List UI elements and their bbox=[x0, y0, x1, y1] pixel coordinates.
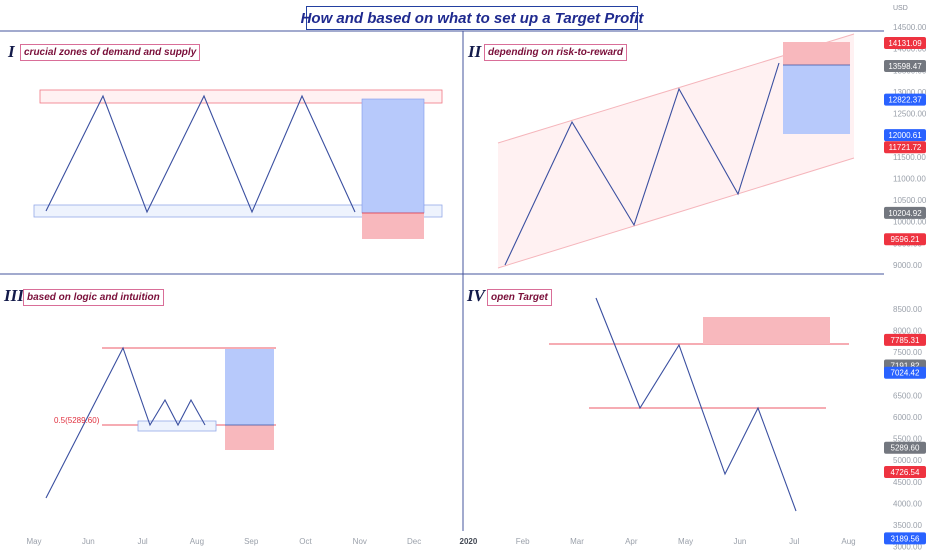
x-tick-label: 2020 bbox=[460, 537, 478, 546]
x-axis: May Jun Jul Aug Sep Oct Nov Dec 2020 Feb Mar Apr May… bbox=[26, 537, 855, 546]
price-tag bbox=[884, 129, 926, 142]
price-tag-label: 7191.82 bbox=[891, 362, 920, 371]
price-tag bbox=[884, 366, 926, 379]
x-tick-label: Feb bbox=[516, 537, 530, 546]
chart-title: How and based on what to set up a Target… bbox=[300, 9, 644, 27]
price-tag bbox=[884, 466, 926, 479]
panel-2-label: depending on risk-to-reward bbox=[484, 44, 628, 61]
target-box-panel-2[interactable] bbox=[783, 65, 850, 134]
price-path-panel-1[interactable] bbox=[45, 94, 356, 214]
price-tag bbox=[884, 93, 926, 106]
x-tick-label: Jun bbox=[82, 537, 95, 546]
x-tick-label: Sep bbox=[244, 537, 259, 546]
drawings-layer bbox=[33, 33, 855, 512]
y-tick-label: 3000.00 bbox=[893, 543, 922, 550]
stop-box-panel-2[interactable] bbox=[783, 42, 850, 65]
x-tick-label: Mar bbox=[570, 537, 584, 546]
price-tag-label: 10204.92 bbox=[888, 209, 922, 218]
y-tick-label: 5500.00 bbox=[893, 435, 922, 444]
target-box-panel-1[interactable] bbox=[361, 98, 425, 214]
price-tag-label: 11721.72 bbox=[889, 143, 922, 152]
price-tag-label: 7024.42 bbox=[891, 369, 920, 378]
x-tick-label: May bbox=[26, 537, 41, 546]
x-tick-label: Jun bbox=[733, 537, 746, 546]
x-tick-label: Apr bbox=[625, 537, 638, 546]
price-tag bbox=[884, 333, 926, 346]
price-tag-label: 12000.61 bbox=[888, 131, 922, 140]
y-tick-label: 9000.00 bbox=[893, 261, 922, 270]
y-tick-label: 10500.00 bbox=[893, 196, 927, 205]
price-path-panel-4[interactable] bbox=[595, 297, 797, 512]
y-tick-label: 8000.00 bbox=[893, 327, 922, 336]
panel-1-label: crucial zones of demand and supply bbox=[20, 44, 201, 61]
y-tick-label: 11500.00 bbox=[893, 153, 926, 162]
panel-2-numeral: II bbox=[468, 42, 482, 61]
price-tag-label: 5289.60 bbox=[891, 444, 920, 453]
y-tick-label: 3500.00 bbox=[893, 521, 922, 530]
supply-zone[interactable] bbox=[39, 89, 443, 104]
price-tag bbox=[884, 36, 926, 49]
y-tick-label: 11000.00 bbox=[893, 174, 926, 183]
y-tick-label: 8500.00 bbox=[893, 305, 922, 314]
price-tag-label: 3189.56 bbox=[891, 534, 920, 543]
target-box-panel-3[interactable] bbox=[225, 349, 274, 425]
price-tag bbox=[884, 532, 926, 545]
price-tag-label: 12822.37 bbox=[888, 96, 922, 105]
x-tick-label: Dec bbox=[407, 537, 421, 546]
x-tick-label: Aug bbox=[190, 537, 204, 546]
channel-lower-line bbox=[497, 157, 855, 269]
y-tick-label: 14000.00 bbox=[893, 45, 927, 54]
y-tick-label: 4000.00 bbox=[893, 499, 922, 508]
stop-box-panel-1[interactable] bbox=[362, 213, 424, 239]
price-tag bbox=[884, 233, 926, 246]
price-tags: 14131.09 13598.47 12822.37 12000.61 11721.72… bbox=[884, 36, 926, 545]
x-tick-label: Nov bbox=[353, 537, 367, 546]
stop-box-panel-3[interactable] bbox=[225, 425, 274, 450]
panel-3-numeral: III bbox=[4, 286, 24, 305]
x-tick-label: Jul bbox=[137, 537, 147, 546]
range-box-panel-3[interactable] bbox=[137, 420, 217, 432]
x-tick-label: Aug bbox=[841, 537, 855, 546]
y-tick-label: 5000.00 bbox=[893, 456, 922, 465]
y-tick-label: 4500.00 bbox=[893, 478, 922, 487]
demand-zone[interactable] bbox=[33, 204, 443, 218]
x-tick-label: Jul bbox=[789, 537, 799, 546]
price-tag-label: 9596.21 bbox=[891, 235, 920, 244]
panel-4-label: open Target bbox=[487, 289, 552, 306]
price-path-panel-2[interactable] bbox=[504, 62, 780, 266]
x-tick-label: Oct bbox=[299, 537, 312, 546]
price-tag bbox=[884, 60, 926, 73]
price-tag bbox=[884, 206, 926, 219]
channel-panel-2[interactable] bbox=[498, 34, 854, 268]
price-tag-label: 14131.09 bbox=[888, 39, 922, 48]
price-tag-label: 4726.54 bbox=[891, 468, 920, 477]
y-tick-label: 13000.00 bbox=[893, 88, 927, 97]
price-tag bbox=[884, 141, 926, 154]
price-path-panel-3[interactable] bbox=[45, 346, 206, 499]
panel-3-label: based on logic and intuition bbox=[23, 289, 164, 306]
y-tick-label: 10000.00 bbox=[893, 218, 927, 227]
chart-title-box: How and based on what to set up a Target… bbox=[301, 6, 643, 30]
price-tag-label: 13598.47 bbox=[888, 62, 922, 71]
y-tick-label: 14500.00 bbox=[893, 23, 927, 32]
price-tag bbox=[884, 441, 926, 454]
y-tick-label: 6500.00 bbox=[893, 391, 922, 400]
y-tick-label: 7500.00 bbox=[893, 348, 922, 357]
y-axis-unit: USD bbox=[893, 5, 908, 12]
y-tick-label: 6000.00 bbox=[893, 413, 922, 422]
x-tick-label: May bbox=[678, 537, 693, 546]
y-tick-label: 12500.00 bbox=[893, 110, 927, 119]
open-target-zone[interactable] bbox=[703, 317, 830, 344]
fib-level-label: 0.5(5289.60) bbox=[54, 416, 100, 425]
price-tag-label: 7785.31 bbox=[891, 336, 920, 345]
panel-4-numeral: IV bbox=[467, 286, 485, 305]
panel-1-numeral: I bbox=[8, 42, 15, 61]
